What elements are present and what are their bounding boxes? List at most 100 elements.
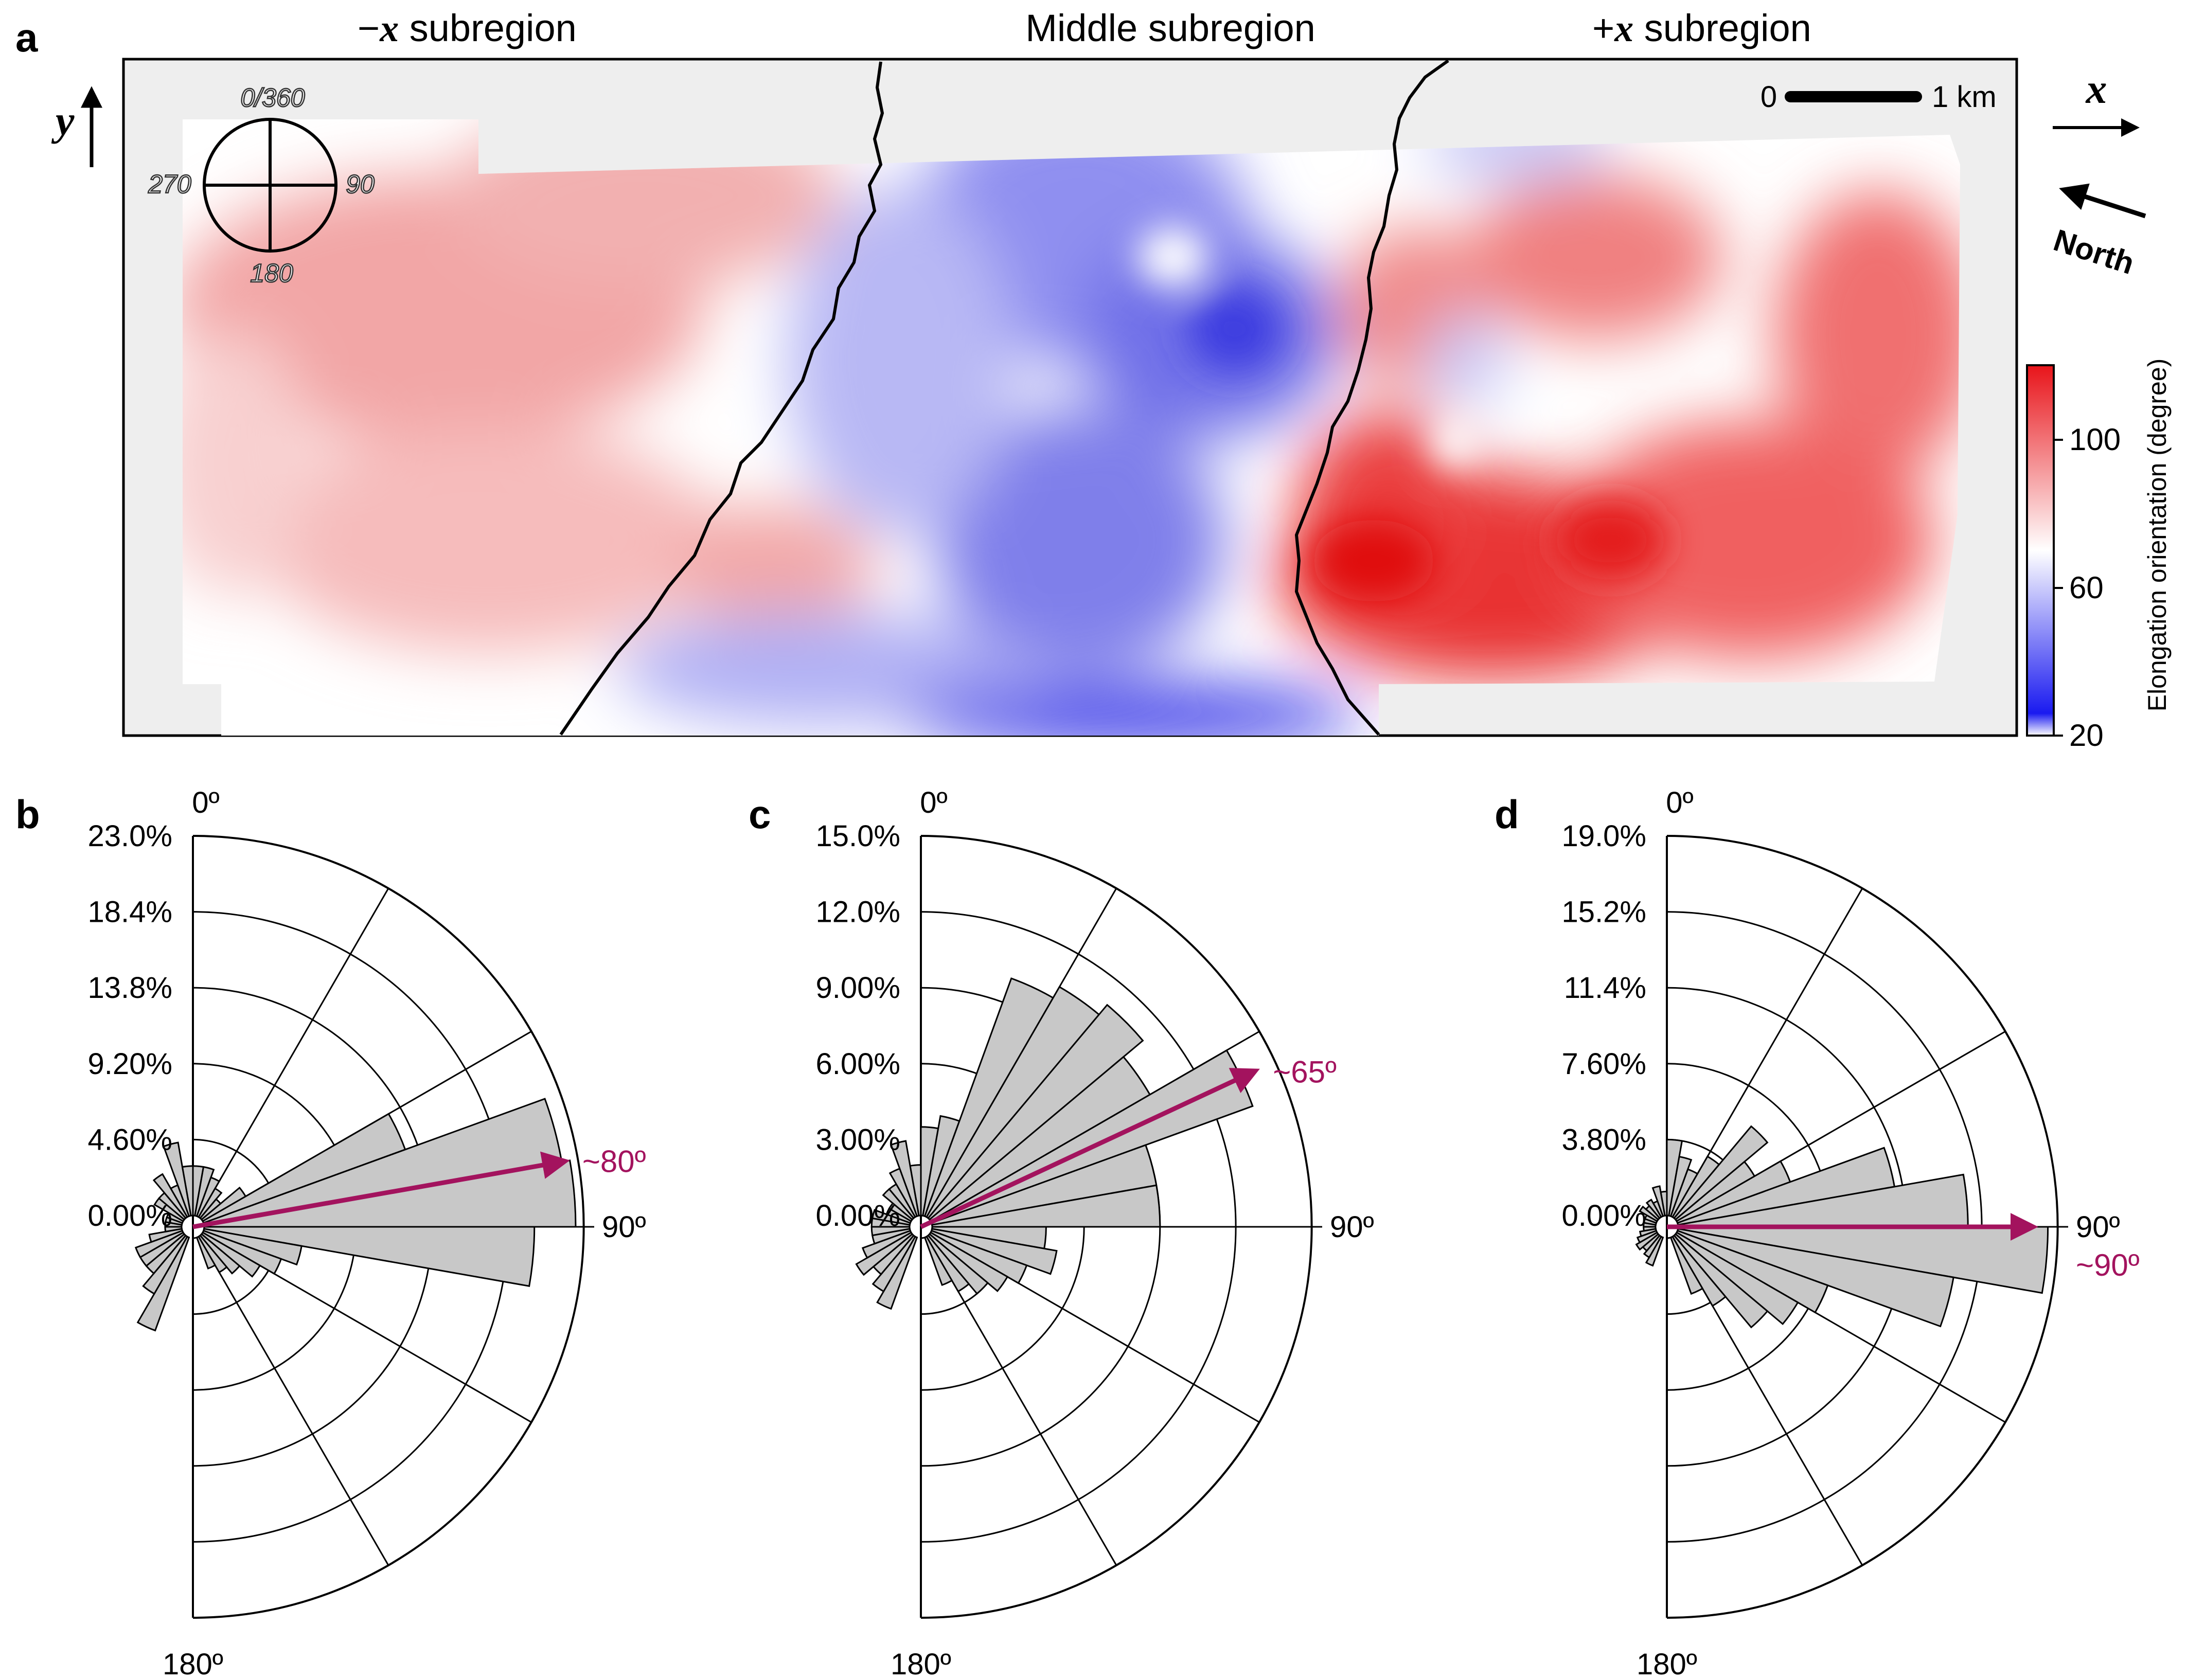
mean-direction-label: ~65º bbox=[1273, 1055, 1337, 1089]
rose-petal bbox=[930, 1229, 1028, 1284]
panel-label-b: b bbox=[15, 792, 40, 837]
compass-label-left: 270 bbox=[148, 170, 191, 199]
north-label: North bbox=[2050, 223, 2139, 281]
rose-petal bbox=[197, 1234, 228, 1274]
compass-label-bottom: 180 bbox=[250, 259, 293, 288]
colorbar-tick-60: 60 bbox=[2069, 570, 2104, 605]
rose-petal bbox=[871, 1209, 912, 1226]
scale-bar-end: 1 km bbox=[1932, 80, 1997, 114]
radial-tick-label: 4.60% bbox=[88, 1123, 172, 1156]
mean-direction-label: ~80º bbox=[582, 1145, 646, 1179]
radial-tick-label: 6.00% bbox=[816, 1047, 900, 1081]
map-panel: a −x subregion Middle subregion +x subre… bbox=[15, 7, 2172, 753]
compass-label-right: 90 bbox=[346, 170, 375, 199]
rose-petal bbox=[195, 1236, 217, 1270]
scale-bar-start: 0 bbox=[1761, 80, 1777, 114]
rose-petal bbox=[163, 1141, 192, 1218]
radial-tick-label: 19.0% bbox=[1562, 819, 1646, 853]
angle-label-90: 90º bbox=[2076, 1210, 2120, 1244]
rose-diagram-b: b 0.00% 4.60% 9.20% 13.8% 18.4% 23.0% 0º 90º 180º… bbox=[15, 786, 646, 1680]
rose-petal bbox=[923, 1236, 953, 1286]
rose-petal bbox=[855, 1231, 914, 1276]
radial-tick-label: 15.0% bbox=[816, 819, 900, 853]
rose-petal bbox=[927, 1004, 1144, 1221]
rose-petal bbox=[200, 1231, 261, 1278]
rose-petal bbox=[1651, 1185, 1666, 1218]
panel-label-c: c bbox=[749, 792, 771, 837]
rose-petal bbox=[152, 1173, 189, 1220]
rose-petal bbox=[136, 1236, 190, 1332]
radial-tick-label: 9.00% bbox=[816, 971, 900, 1005]
radial-tick-label: 11.4% bbox=[1564, 971, 1646, 1005]
x-axis-label: x bbox=[2086, 65, 2107, 112]
title-plus-x-subregion: +x subregion bbox=[1592, 7, 1811, 50]
compass-label-top: 0/360 bbox=[240, 83, 305, 112]
rose-petal bbox=[1669, 1236, 1704, 1295]
mean-direction-arrow bbox=[192, 1151, 570, 1229]
rose-petal bbox=[1673, 1125, 1769, 1221]
radial-tick-label: 15.2% bbox=[1562, 896, 1646, 929]
rose-petal bbox=[1673, 1233, 1769, 1329]
angle-label-180: 180º bbox=[1637, 1648, 1697, 1680]
title-minus-x-subregion: −x subregion bbox=[358, 7, 577, 50]
minus-x-var: x bbox=[379, 8, 399, 50]
mean-direction-label: ~90º bbox=[2076, 1248, 2140, 1282]
angle-label-180: 180º bbox=[891, 1648, 951, 1680]
boundary-right bbox=[1294, 59, 1449, 736]
radial-tick-label: 23.0% bbox=[88, 819, 172, 853]
angle-label-0: 0º bbox=[920, 786, 947, 819]
title-middle-subregion: Middle subregion bbox=[1025, 7, 1315, 49]
petals bbox=[134, 1098, 577, 1332]
north-arrow bbox=[2059, 183, 2146, 219]
y-axis-indicator: y bbox=[51, 86, 102, 167]
radial-tick-label: 13.8% bbox=[88, 971, 172, 1005]
x-north-indicator: x North bbox=[2050, 65, 2146, 281]
rose-petal bbox=[202, 1228, 303, 1266]
colorbar-title: Elongation orientation (degree) bbox=[2143, 359, 2172, 712]
rose-petal bbox=[1676, 1228, 1954, 1328]
colorbar-scale bbox=[2026, 364, 2055, 737]
rose-petal bbox=[1671, 1234, 1727, 1307]
rose-petal bbox=[927, 1233, 989, 1295]
radial-tick-label: 12.0% bbox=[816, 896, 900, 929]
rose-petal bbox=[1639, 1205, 1660, 1223]
angle-label-0: 0º bbox=[1666, 786, 1693, 819]
rose-petal bbox=[861, 1229, 912, 1259]
rose-petal bbox=[194, 1166, 215, 1218]
radial-tick-label: 3.00% bbox=[816, 1123, 900, 1156]
radial-tick-label: 18.4% bbox=[88, 896, 172, 929]
panel-label-a: a bbox=[15, 15, 38, 60]
rose-petal bbox=[931, 1184, 1161, 1228]
rose-petal bbox=[142, 1234, 189, 1295]
radial-tick-label: 3.80% bbox=[1562, 1123, 1646, 1156]
rose-petal bbox=[199, 1233, 241, 1275]
angle-label-180: 180º bbox=[163, 1648, 223, 1680]
angle-spoke bbox=[198, 888, 389, 1218]
rose-petal bbox=[202, 1229, 282, 1275]
minus-sign: − bbox=[358, 7, 380, 49]
rose-diagram-c: c 0.00% 3.00% 6.00% 9.00% 12.0% 15.0% 0º 90º 180º… bbox=[749, 786, 1374, 1680]
orientation-heatmap bbox=[183, 119, 1960, 736]
rose-diagram-d: d 0.00% 3.80% 7.60% 11.4% 15.2% 19.0% 0º 90º 180º… bbox=[1495, 786, 2140, 1680]
colorbar-tick-100: 100 bbox=[2069, 422, 2121, 457]
angle-label-0: 0º bbox=[192, 786, 219, 819]
petals bbox=[1635, 1125, 2049, 1329]
panel-label-d: d bbox=[1495, 792, 1519, 837]
angle-label-90: 90º bbox=[1330, 1210, 1374, 1244]
radial-tick-label: 0.00% bbox=[816, 1199, 900, 1232]
rose-petal bbox=[1639, 1228, 1658, 1238]
rose-petal bbox=[134, 1229, 184, 1259]
angle-label-90: 90º bbox=[602, 1210, 646, 1244]
rose-petal bbox=[1674, 1231, 1799, 1326]
scale-bar: 0 1 km bbox=[1761, 80, 1997, 114]
plus-x-var: x bbox=[1614, 8, 1633, 50]
rose-petal bbox=[1645, 1236, 1664, 1267]
rose-petal bbox=[1636, 1229, 1658, 1244]
plus-sign: + bbox=[1592, 7, 1614, 49]
boundary-left bbox=[559, 61, 884, 736]
rose-petal bbox=[876, 1236, 918, 1310]
rose-petal bbox=[203, 1226, 536, 1287]
radial-tick-label: 9.20% bbox=[88, 1047, 172, 1081]
colorbar-tick-20: 20 bbox=[2069, 718, 2104, 753]
